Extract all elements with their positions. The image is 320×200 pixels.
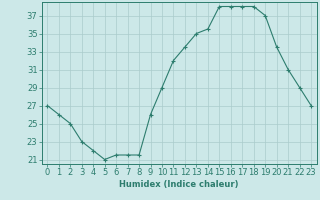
- X-axis label: Humidex (Indice chaleur): Humidex (Indice chaleur): [119, 180, 239, 189]
